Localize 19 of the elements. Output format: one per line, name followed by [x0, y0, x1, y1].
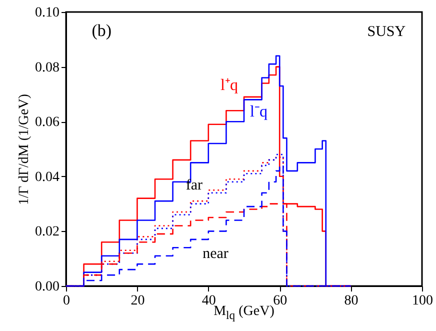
- x-tick-label: 0: [63, 294, 70, 308]
- y-tick-label: 0.08: [35, 60, 60, 76]
- y-axis-title: 1/Γ dΓ/dM (1/GeV): [17, 94, 32, 206]
- y-tick-label: 0.06: [35, 115, 60, 130]
- annotation: (b): [92, 21, 112, 40]
- annotation: far: [186, 178, 202, 194]
- x-tick-label: 80: [344, 294, 358, 308]
- x-tick-label: 100: [412, 294, 433, 308]
- y-tick-label: 0.10: [35, 6, 60, 20]
- annotation: SUSY: [367, 24, 406, 40]
- y-tick-label: 0.02: [35, 224, 60, 240]
- x-tick-label: 60: [273, 294, 288, 308]
- x-axis-title: M$_{lq}$ (GeV): [214, 304, 274, 322]
- x-tick-label: 20: [130, 294, 145, 308]
- y-tick-label: 0.04: [35, 170, 60, 185]
- y-tick-label: 0.00: [35, 280, 60, 294]
- annotation: near: [202, 246, 228, 262]
- series-label: l⁺q: [220, 76, 238, 94]
- series-label: l⁻q: [250, 104, 268, 121]
